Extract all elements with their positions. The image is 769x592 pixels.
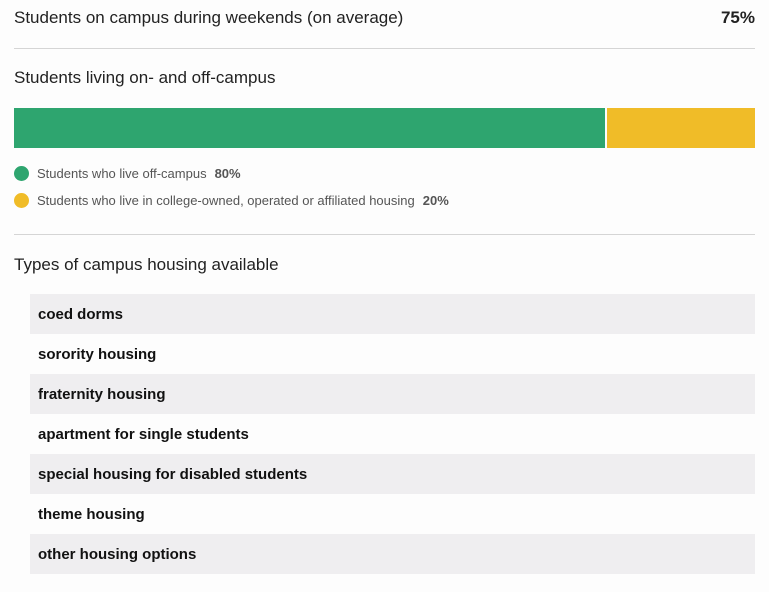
list-item: special housing for disabled students (30, 454, 755, 494)
weekend-stat-value: 75% (720, 8, 755, 27)
list-item: apartment for single students (38, 425, 249, 443)
weekend-stat-row: Students on campus during weekends (on a… (14, 6, 755, 30)
living-section-title: Students living on- and off-campus (14, 68, 276, 87)
yellow-dot-icon (14, 193, 29, 208)
legend-label: Students who live off-campus (37, 166, 207, 181)
list-item: coed dorms (30, 294, 755, 334)
weekend-stat-label: Students on campus during weekends (on a… (14, 8, 404, 27)
bar-segment-off-campus (14, 108, 605, 148)
green-dot-icon (14, 166, 29, 181)
legend-label: Students who live in college-owned, oper… (37, 193, 415, 208)
legend-item-off-campus: Students who live off-campus 80% (14, 166, 241, 181)
list-item: fraternity housing (30, 374, 755, 414)
divider (14, 234, 755, 235)
living-stacked-bar (14, 108, 755, 148)
list-item: theme housing (38, 505, 145, 523)
divider (14, 48, 755, 49)
legend-value: 20% (422, 193, 449, 208)
list-item: sorority housing (38, 345, 157, 363)
list-item: other housing options (30, 534, 755, 574)
legend-value: 80% (214, 166, 241, 181)
bar-gap (605, 108, 607, 148)
bar-segment-on-campus (607, 108, 755, 148)
housing-section-title: Types of campus housing available (14, 255, 279, 274)
legend-item-on-campus: Students who live in college-owned, oper… (14, 193, 449, 208)
housing-list: coed dorms sorority housing fraternity h… (30, 294, 755, 574)
